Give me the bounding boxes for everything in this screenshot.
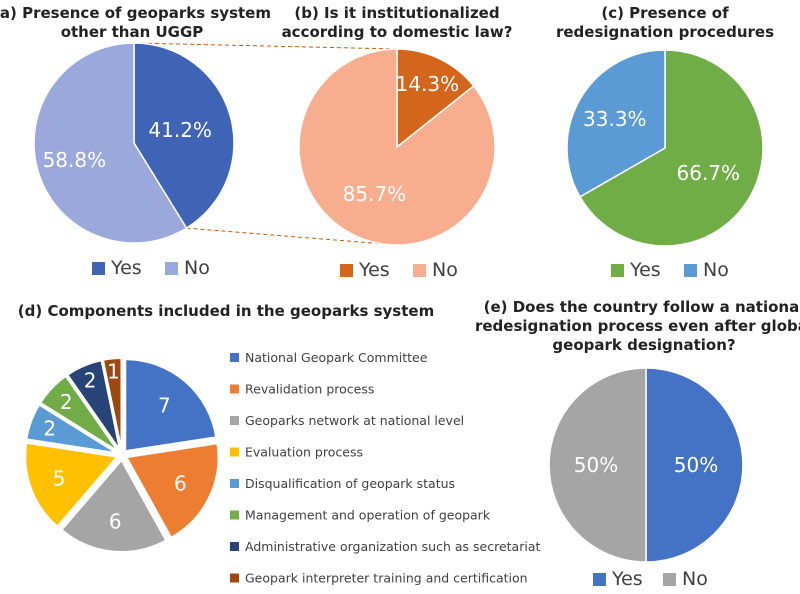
chart-c-pie: 66.7% 33.3%	[566, 49, 764, 247]
chart-d-data-label-0: 7	[158, 394, 171, 418]
chart-d-data-label-4: 2	[43, 416, 56, 440]
chart-d-data-label-6: 2	[84, 369, 97, 393]
chart-b-title: (b) Is it institutionalized according to …	[282, 4, 513, 41]
chart-d-slice-7	[101, 357, 123, 451]
chart-d-legend-swatch-3	[230, 447, 239, 457]
chart-b-pie: 14.3% 85.7%	[298, 48, 496, 246]
chart-b-legend-swatch-1	[413, 264, 426, 277]
chart-d-legend-swatch-6	[230, 542, 239, 551]
chart-c-data-label-0: 66.7%	[677, 161, 741, 185]
chart-c-slice-0	[579, 49, 764, 247]
chart-d-legend-swatch-4	[230, 479, 239, 488]
chart-e-slice-1	[548, 367, 647, 563]
chart-b-slice-0	[396, 48, 475, 149]
chart-d-slice-3	[24, 441, 120, 528]
chart-e-legend-swatch-1	[663, 573, 676, 586]
chart-d-legend-label-0: National Geopark Committee	[245, 350, 428, 365]
chart-d-legend-swatch-5	[230, 510, 239, 520]
connector-line-bottom	[186, 227, 398, 246]
chart-d-data-label-1: 6	[174, 472, 187, 496]
chart-e-pie: 50% 50%	[548, 367, 744, 563]
chart-d-legend-swatch-0	[230, 353, 239, 362]
chart-a-data-label-0: 41.2%	[148, 118, 212, 142]
chart-b-legend-swatch-0	[340, 264, 353, 277]
chart-c-title: (c) Presence of redesignation procedures	[556, 4, 774, 41]
chart-a-legend-label-1: No	[184, 257, 210, 279]
chart-d-legend-label-6: Administrative organization such as secr…	[245, 539, 540, 554]
chart-d-legend-label-3: Evaluation process	[245, 445, 363, 460]
chart-d-slice-4	[25, 403, 118, 455]
chart-a-data-label-1: 58.8%	[43, 148, 107, 172]
chart-d-legend-swatch-1	[230, 384, 239, 394]
chart-d-data-label-5: 2	[60, 390, 73, 414]
pie-of-pie-connector-lines	[133, 42, 398, 246]
chart-a-legend-swatch-0	[92, 262, 105, 275]
chart-a-legend: Yes No	[92, 257, 210, 279]
chart-e-legend-swatch-0	[593, 573, 606, 586]
chart-b-data-label-1: 85.7%	[343, 182, 407, 206]
chart-e-legend-label-1: No	[682, 568, 708, 590]
connector-line-top	[133, 42, 398, 50]
chart-a-title: (a) Presence of geoparks system other tha…	[0, 4, 271, 41]
chart-d-data-label-2: 6	[109, 510, 122, 534]
chart-d-legend-label-5: Management and operation of geopark	[245, 508, 491, 523]
chart-d-legend-swatch-2	[230, 416, 239, 425]
chart-a-slice-0	[133, 42, 235, 230]
chart-d-slice-6	[66, 359, 122, 451]
chart-e-slice-0	[645, 367, 744, 563]
chart-a-legend-label-0: Yes	[110, 257, 142, 279]
chart-b-legend-label-0: Yes	[358, 259, 390, 281]
chart-d-legend-label-4: Disqualification of geopark status	[245, 476, 455, 491]
chart-d-legend-label-2: Geoparks network at national level	[245, 413, 464, 428]
chart-b-data-label-0: 14.3%	[396, 72, 460, 96]
chart-d-legend-label-7: Geopark interpreter training and certifi…	[245, 571, 528, 586]
chart-c-legend: Yes No	[611, 259, 729, 281]
chart-b-legend: Yes No	[340, 259, 458, 281]
chart-c-legend-label-1: No	[703, 259, 729, 281]
chart-d-slice-1	[124, 442, 220, 540]
chart-d-data-label-7: 1	[107, 359, 120, 383]
chart-d-legend: National Geopark Committee Revalidation p…	[230, 350, 540, 586]
chart-d-slice-2	[60, 458, 168, 553]
chart-d-legend-swatch-7	[230, 573, 239, 583]
chart-e-title: (e) Does the country follow a national re…	[475, 298, 800, 354]
chart-c-legend-swatch-1	[684, 264, 697, 277]
chart-d-slice-0	[124, 358, 218, 453]
chart-e-data-label-1: 50%	[574, 453, 618, 477]
chart-e-data-label-0: 50%	[674, 453, 718, 477]
chart-c-slice-1	[566, 49, 666, 198]
chart-c-legend-label-0: Yes	[629, 259, 661, 281]
chart-d-slice-5	[38, 374, 120, 453]
chart-b-legend-label-1: No	[432, 259, 458, 281]
chart-d-data-label-3: 5	[53, 466, 66, 490]
chart-d-title: (d) Components included in the geoparks …	[18, 302, 434, 320]
chart-e-legend-label-0: Yes	[611, 568, 643, 590]
chart-b-slice-1	[298, 48, 496, 246]
chart-c-data-label-1: 33.3%	[583, 107, 647, 131]
chart-d-legend-label-1: Revalidation process	[245, 382, 374, 397]
chart-a-legend-swatch-1	[165, 262, 178, 275]
chart-a-slice-1	[33, 42, 188, 244]
chart-a-pie: 41.2% 58.8%	[33, 42, 235, 244]
chart-c-legend-swatch-0	[611, 264, 624, 277]
chart-e-legend: Yes No	[593, 568, 708, 590]
